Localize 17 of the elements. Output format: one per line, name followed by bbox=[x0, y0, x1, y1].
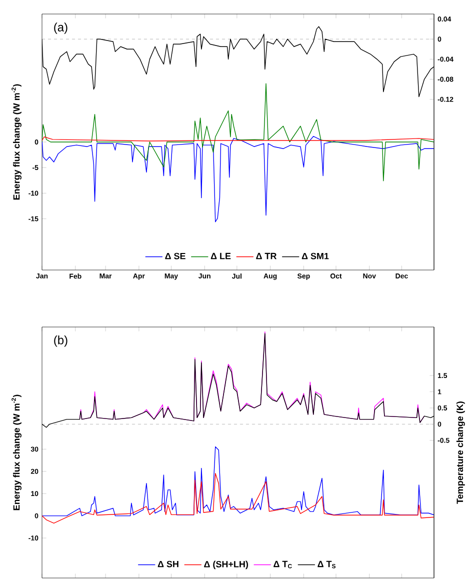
y2-axis-title: Temperature change (K) bbox=[456, 402, 465, 504]
legend-label: Δ SH bbox=[158, 560, 178, 568]
annotation: (b) bbox=[54, 336, 68, 347]
line-series bbox=[42, 446, 434, 516]
y-axis-title: Energy flux change (W m$^{-2}$) bbox=[12, 394, 22, 510]
legend-label: Δ LE bbox=[210, 252, 231, 260]
legend-label: Δ SM1 bbox=[302, 252, 329, 260]
y-axis-title: Energy flux change (W m$^{-2}$) bbox=[12, 84, 22, 200]
legend-label: Δ TR bbox=[256, 252, 277, 260]
legend-label: Δ SE bbox=[165, 252, 186, 260]
line-series bbox=[42, 83, 434, 182]
legend-label: Δ (SH+LH) bbox=[204, 560, 248, 570]
legend-label: Δ T$_{C}$ bbox=[274, 560, 292, 568]
legend-label: Δ T$_{S}$ bbox=[318, 560, 336, 568]
annotation: (a) bbox=[54, 22, 68, 34]
line-series bbox=[42, 473, 434, 524]
line-series bbox=[42, 136, 434, 222]
